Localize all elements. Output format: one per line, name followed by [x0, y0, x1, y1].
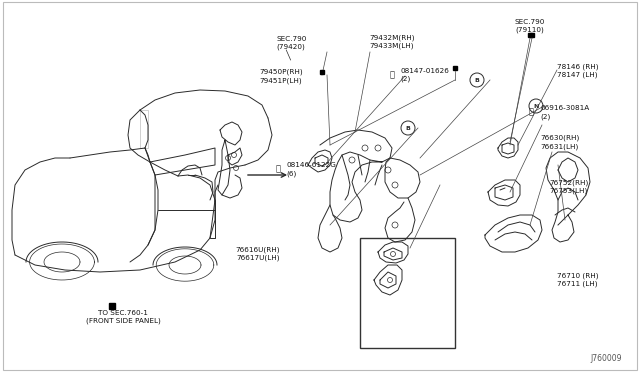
- Text: 06916-3081A
(2): 06916-3081A (2): [540, 105, 589, 119]
- Text: 78146 (RH)
78147 (LH): 78146 (RH) 78147 (LH): [557, 63, 598, 78]
- Text: 76616U(RH)
76617U(LH): 76616U(RH) 76617U(LH): [236, 246, 280, 261]
- Text: B: B: [406, 125, 410, 131]
- Bar: [3, 2, 637, 370]
- Text: 79450P(RH)
79451P(LH): 79450P(RH) 79451P(LH): [259, 69, 303, 84]
- Text: N: N: [533, 103, 539, 109]
- Text: TO SEC.760-1
(FRONT SIDE PANEL): TO SEC.760-1 (FRONT SIDE PANEL): [86, 310, 160, 324]
- Text: 76752(RH)
76753(LH): 76752(RH) 76753(LH): [549, 179, 588, 194]
- Text: 76630(RH)
76631(LH): 76630(RH) 76631(LH): [540, 135, 579, 150]
- Text: Ⓝ: Ⓝ: [529, 108, 534, 117]
- Text: 76710 (RH)
76711 (LH): 76710 (RH) 76711 (LH): [557, 272, 598, 287]
- Text: SEC.790
(79110): SEC.790 (79110): [515, 19, 545, 33]
- Text: SEC.790
(79420): SEC.790 (79420): [276, 36, 307, 50]
- Text: Ⓑ: Ⓑ: [275, 165, 280, 174]
- Text: 79432M(RH)
79433M(LH): 79432M(RH) 79433M(LH): [369, 34, 415, 49]
- Text: 08147-01626
(2): 08147-01626 (2): [401, 68, 449, 82]
- Text: Ⓑ: Ⓑ: [390, 71, 395, 80]
- Text: J760009: J760009: [591, 354, 622, 363]
- Text: 08146-6122G
(6): 08146-6122G (6): [287, 162, 337, 176]
- Bar: [360, 238, 455, 348]
- Text: B: B: [475, 77, 479, 83]
